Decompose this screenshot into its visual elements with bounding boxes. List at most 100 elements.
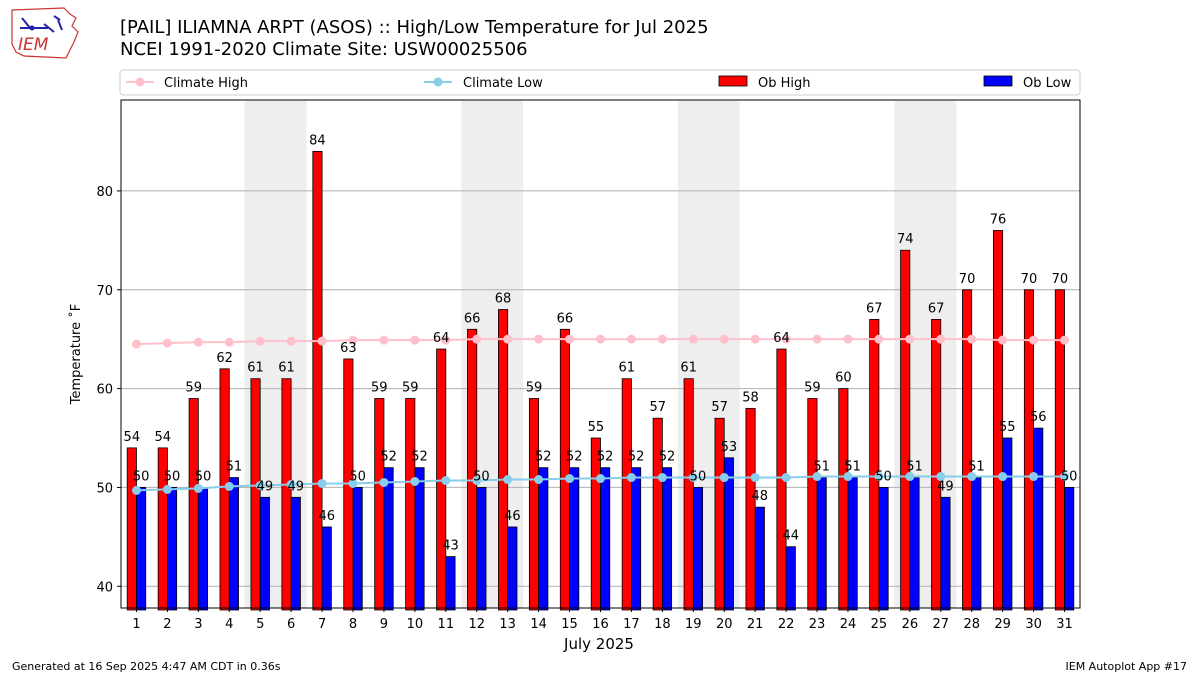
ob-high-value-label: 59 <box>371 380 388 395</box>
ob-high-value-label: 66 <box>557 311 574 326</box>
ob-low-bar <box>197 487 209 611</box>
logo-text: IEM <box>18 35 49 55</box>
legend-ob-high-swatch <box>718 75 748 87</box>
ob-low-bar <box>909 477 920 611</box>
ob-low-value-label: 50 <box>133 469 150 484</box>
x-tick-label: 20 <box>716 617 733 632</box>
ob-high-value-label: 57 <box>649 400 666 415</box>
climate-high-point <box>998 335 1008 345</box>
ob-low-value-label: 50 <box>690 469 707 484</box>
x-tick-label: 18 <box>654 617 671 632</box>
x-tick-label: 24 <box>840 617 857 632</box>
ob-low-bar <box>476 487 487 611</box>
climate-low-point <box>162 484 172 494</box>
ob-low-bar <box>290 496 301 611</box>
climate-low-point <box>750 473 760 483</box>
climate-low-point <box>781 473 791 483</box>
title-line-1: [PAIL] ILIAMNA ARPT (ASOS) :: High/Low T… <box>120 17 709 38</box>
x-tick-label: 6 <box>287 617 295 632</box>
y-axis-label: Temperature ˚F <box>68 304 84 405</box>
climate-high-point <box>936 334 946 344</box>
climate-high-point <box>534 334 544 344</box>
climate-low-point <box>1060 472 1070 482</box>
x-tick-label: 27 <box>933 617 950 632</box>
legend-climate-high-label: Climate High <box>164 76 248 91</box>
ob-high-bar <box>621 378 632 611</box>
climate-low-point <box>657 473 667 483</box>
ob-low-value-label: 44 <box>782 529 799 544</box>
ob-high-bar <box>838 388 849 611</box>
ob-low-bar <box>445 556 456 611</box>
ob-low-value-label: 52 <box>566 450 583 465</box>
x-tick-label: 19 <box>685 617 702 632</box>
ob-low-bar <box>600 467 611 611</box>
legend-climate-low-marker <box>433 77 443 87</box>
legend-climate-low-label: Climate Low <box>463 76 543 91</box>
climate-high-point <box>843 334 853 344</box>
ob-low-bar <box>847 477 858 611</box>
ob-high-value-label: 59 <box>402 380 419 395</box>
x-tick-label: 21 <box>747 617 764 632</box>
ob-high-bar <box>312 150 323 611</box>
ob-low-bar <box>352 487 363 611</box>
climate-high-point <box>781 334 791 344</box>
ob-low-value-label: 50 <box>473 469 490 484</box>
ob-low-value-label: 51 <box>813 460 830 475</box>
ob-high-value-label: 61 <box>278 361 295 376</box>
title-line-2: NCEI 1991-2020 Climate Site: USW00025506 <box>120 39 528 60</box>
ob-low-bar <box>754 506 765 611</box>
ob-low-bar <box>321 526 332 611</box>
climate-high-point <box>410 335 420 345</box>
ob-high-bar <box>281 378 292 611</box>
legend-ob-low-label: Ob Low <box>1023 76 1072 91</box>
y-tick-label: 40 <box>96 580 113 595</box>
ob-low-bar <box>878 487 889 611</box>
ob-high-bar <box>188 398 199 611</box>
ob-high-value-label: 67 <box>928 301 945 316</box>
ob-high-value-label: 61 <box>247 361 264 376</box>
ob-low-value-label: 56 <box>1030 410 1047 425</box>
x-tick-label: 3 <box>194 617 202 632</box>
ob-high-bar <box>931 319 942 611</box>
ob-low-value-label: 51 <box>968 460 985 475</box>
climate-high-point <box>317 336 327 346</box>
ob-low-bar <box>259 496 270 611</box>
ob-high-bar <box>869 319 880 611</box>
x-tick-label: 22 <box>778 617 795 632</box>
ob-high-value-label: 55 <box>588 420 605 435</box>
ob-low-value-label: 46 <box>318 509 335 524</box>
ob-high-value-label: 61 <box>619 361 636 376</box>
climate-low-point <box>255 480 265 490</box>
climate-high-point <box>1029 335 1039 345</box>
ob-low-value-label: 43 <box>442 539 459 554</box>
ob-low-value-label: 49 <box>288 479 305 494</box>
ob-high-bar <box>528 398 540 611</box>
ob-low-bar <box>940 496 951 611</box>
ob-high-value-label: 63 <box>340 341 357 356</box>
climate-low-point <box>379 477 389 487</box>
climate-high-point <box>379 335 389 345</box>
ob-low-value-label: 53 <box>721 440 738 455</box>
climate-low-point <box>224 481 234 491</box>
x-tick-label: 5 <box>256 617 264 632</box>
x-tick-label: 29 <box>994 617 1011 632</box>
x-tick-label: 23 <box>809 617 826 632</box>
ob-low-value-label: 51 <box>226 460 243 475</box>
ob-low-value-label: 49 <box>937 479 954 494</box>
climate-high-point <box>967 334 977 344</box>
climate-high-point <box>565 334 575 344</box>
ob-low-value-label: 46 <box>504 509 521 524</box>
climate-high-point <box>441 335 451 345</box>
ob-high-bar <box>498 309 509 611</box>
climate-high-point <box>1060 335 1070 345</box>
legend-climate-high-marker <box>135 77 145 87</box>
ob-low-value-label: 50 <box>875 469 892 484</box>
ob-high-value-label: 59 <box>185 380 202 395</box>
climate-high-point <box>626 334 636 344</box>
ob-low-bar <box>723 457 734 611</box>
climate-high-point <box>657 334 667 344</box>
ob-high-value-label: 58 <box>742 390 759 405</box>
ob-low-bar <box>692 487 703 611</box>
